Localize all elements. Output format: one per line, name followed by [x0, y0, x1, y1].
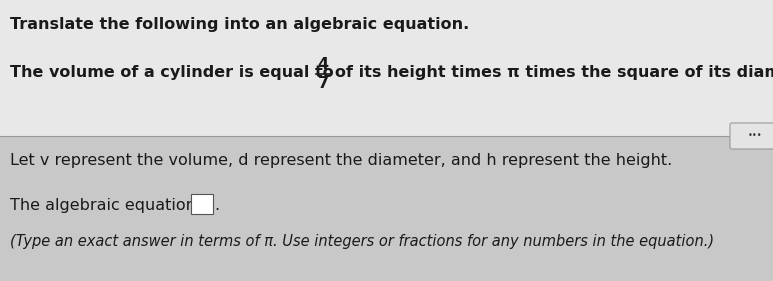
Text: 4: 4 — [318, 57, 329, 72]
Text: Translate the following into an algebraic equation.: Translate the following into an algebrai… — [10, 17, 469, 32]
Text: 7: 7 — [318, 76, 329, 91]
Text: Let v represent the volume, d represent the diameter, and h represent the height: Let v represent the volume, d represent … — [10, 153, 673, 168]
Text: (Type an exact answer in terms of π. Use integers or fractions for any numbers i: (Type an exact answer in terms of π. Use… — [10, 234, 714, 249]
Text: The volume of a cylinder is equal to: The volume of a cylinder is equal to — [10, 65, 334, 80]
Bar — [0, 136, 773, 281]
Text: .: . — [214, 198, 219, 213]
Text: The algebraic equation is: The algebraic equation is — [10, 198, 214, 213]
FancyBboxPatch shape — [730, 123, 773, 149]
FancyBboxPatch shape — [191, 194, 213, 214]
Text: of its height times π times the square of its diameter.: of its height times π times the square o… — [335, 65, 773, 80]
Bar — [0, 0, 773, 136]
Text: •••: ••• — [747, 132, 762, 140]
